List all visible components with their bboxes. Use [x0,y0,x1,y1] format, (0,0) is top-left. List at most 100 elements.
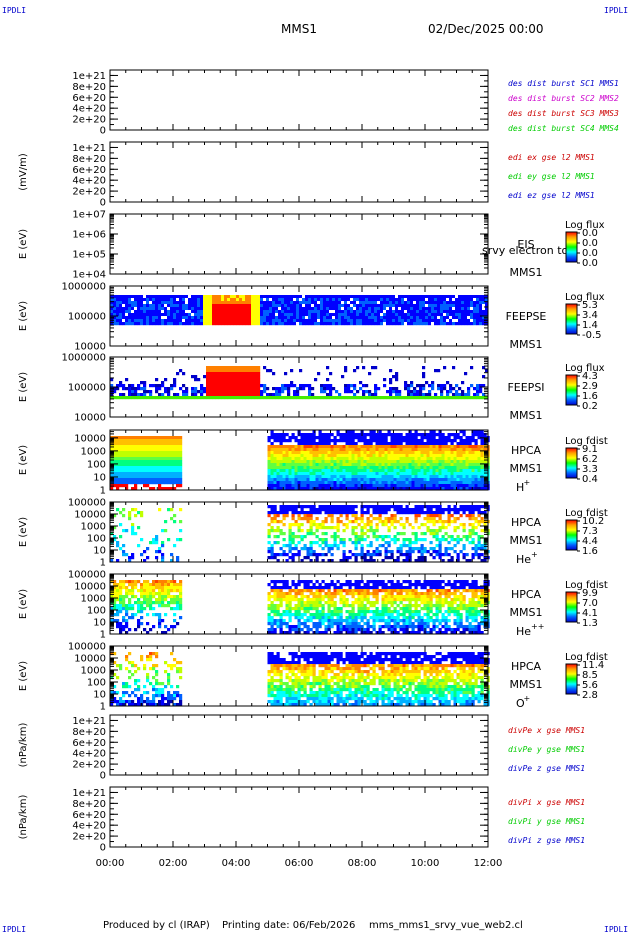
heatmap-cell [146,390,150,394]
heatmap-cell [441,463,445,467]
heatmap-cell [146,457,150,461]
heatmap-cell [302,304,306,308]
heatmap-cell [122,514,126,518]
heatmap-cell [356,310,360,314]
heatmap-cell [345,469,349,473]
heatmap-cell [182,319,186,323]
heatmap-cell [423,532,427,536]
heatmap-cell [215,304,219,308]
heatmap-cell [342,433,346,437]
heatmap-cell [447,454,451,458]
heatmap-cell [170,463,174,467]
heatmap-cell [348,511,352,515]
heatmap-cell [188,307,192,311]
heatmap-cell [341,304,345,308]
heatmap-cell [473,304,477,308]
heatmap-cell [318,448,322,452]
heatmap-cell [363,481,367,485]
heatmap-cell [296,304,300,308]
heatmap-cell [140,393,144,397]
heatmap-cell [333,511,337,515]
heatmap-cell [372,532,376,536]
heatmap-cell [173,384,177,388]
heatmap-cell [372,463,376,467]
heatmap-cell [302,298,306,302]
heatmap-cell [363,484,367,488]
heatmap-cell [399,550,403,554]
heatmap-cell [411,433,415,437]
heatmap-cell [455,313,459,317]
heatmap-cell [326,301,330,305]
heatmap-cell [317,316,321,320]
heatmap-cell [291,523,295,527]
heatmap-cell [263,313,267,317]
heatmap-cell [215,307,219,311]
heatmap-cell [137,466,141,470]
heatmap-cell [389,319,393,323]
heatmap-cell [434,301,438,305]
heatmap-cell [137,396,141,400]
heatmap-cell [308,393,312,397]
heatmap-cell [336,529,340,533]
heatmap-cell [366,484,370,488]
heatmap-cell [167,316,171,320]
heatmap-cell [318,508,322,512]
heatmap-cell [333,532,337,536]
heatmap-cell [248,310,252,314]
heatmap-cell [344,307,348,311]
heatmap-cell [188,313,192,317]
heatmap-cell [267,460,271,464]
heatmap-cell [444,436,448,440]
heatmap-cell [272,322,276,326]
heatmap-cell [297,523,301,527]
heatmap-cell [305,396,309,400]
heatmap-cell [131,487,135,491]
heatmap-cell [419,319,423,323]
heatmap-cell [404,310,408,314]
heatmap-cell [279,460,283,464]
heatmap-cell [113,307,117,311]
heatmap-cell [300,529,304,533]
heatmap-cell [462,487,466,491]
heatmap-cell [390,484,394,488]
heatmap-cell [287,313,291,317]
heatmap-cell [224,316,228,320]
heatmap-cell [465,454,469,458]
heatmap-cell [312,445,316,449]
heatmap-cell [227,369,231,373]
heatmap-cell [269,295,273,299]
heatmap-cell [344,384,348,388]
heatmap-cell [146,304,150,308]
heatmap-cell [284,298,288,302]
heatmap-cell [291,457,295,461]
heatmap-cell [369,487,373,491]
y-tick-label: 6e+20 [72,165,106,176]
heatmap-cell [300,445,304,449]
heatmap-cell [474,463,478,467]
heatmap-cell [119,436,123,440]
heatmap-cell [378,481,382,485]
heatmap-cell [423,445,427,449]
heatmap-cell [407,390,411,394]
heatmap-cell [281,304,285,308]
heatmap-cell [297,442,301,446]
heatmap-cell [146,469,150,473]
heatmap-cell [128,304,132,308]
heatmap-cell [125,307,129,311]
heatmap-cell [357,553,361,557]
heatmap-cell [203,295,207,299]
heatmap-cell [200,316,204,320]
heatmap-cell [110,393,114,397]
heatmap-cell [473,387,477,391]
heatmap-cell [332,310,336,314]
heatmap-cell [345,484,349,488]
heatmap-cell [161,442,165,446]
heatmap-cell [299,310,303,314]
heatmap-cell [194,375,198,379]
heatmap-cell [431,307,435,311]
heatmap-cell [110,442,114,446]
heatmap-cell [288,484,292,488]
heatmap-cell [128,478,132,482]
heatmap-cell [410,295,414,299]
heatmap-cell [236,378,240,382]
